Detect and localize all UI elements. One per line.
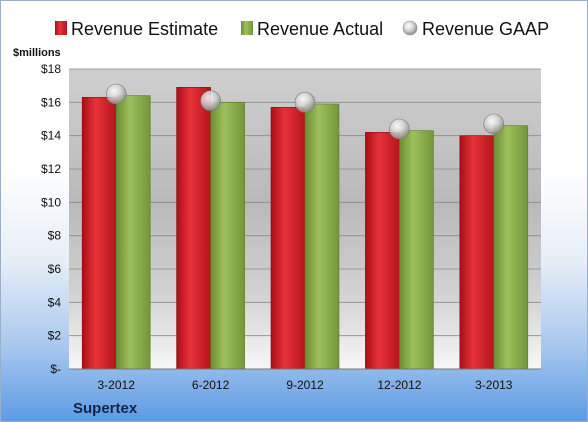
- y-tick-label: $-: [50, 362, 61, 376]
- actual-bar: [399, 130, 434, 370]
- gaap-marker: [200, 90, 221, 111]
- legend-label-estimate: Revenue Estimate: [71, 19, 218, 39]
- actual-bar: [304, 103, 340, 370]
- y-tick-label: $14: [41, 129, 61, 143]
- x-tick-label: 3-2013: [475, 378, 513, 392]
- y-tick-label: $12: [41, 162, 61, 176]
- estimate-bar: [270, 107, 306, 370]
- y-tick-label: $6: [48, 262, 62, 276]
- x-axis-tick-labels: 3-2012 6-2012 9-2012 12-2012 3-2013: [98, 378, 513, 392]
- legend-label-actual: Revenue Actual: [257, 19, 383, 39]
- company-name: Supertex: [73, 400, 138, 417]
- estimate-bar: [176, 87, 211, 370]
- legend-label-gaap: Revenue GAAP: [422, 19, 549, 39]
- y-tick-label: $4: [48, 295, 62, 309]
- y-tick-label: $16: [41, 95, 61, 109]
- actual-bar: [493, 125, 529, 370]
- unit-label: $millions: [13, 47, 61, 59]
- legend-swatch-estimate: [55, 21, 67, 35]
- y-tick-label: $18: [41, 62, 61, 76]
- gaap-markers: [105, 83, 505, 140]
- estimate-bar: [81, 97, 117, 370]
- actual-bar: [115, 95, 151, 370]
- y-tick-label: $10: [41, 195, 61, 209]
- x-tick-label: 9-2012: [286, 378, 324, 392]
- gaap-marker: [105, 83, 127, 105]
- gaap-marker: [483, 113, 505, 135]
- legend-swatch-gaap: [402, 20, 418, 36]
- x-tick-label: 6-2012: [192, 378, 230, 392]
- legend: Revenue Estimate Revenue Actual Revenue …: [55, 19, 549, 39]
- y-tick-label: $2: [48, 329, 62, 343]
- bars: [81, 87, 529, 370]
- y-axis-tick-labels: $- $2 $4 $6 $8 $10 $12 $14 $16 $18: [41, 62, 61, 376]
- x-tick-label: 3-2012: [98, 378, 136, 392]
- estimate-bar: [365, 132, 400, 370]
- x-tick-label: 12-2012: [377, 378, 421, 392]
- y-tick-label: $8: [48, 229, 62, 243]
- gaap-marker: [294, 92, 316, 113]
- estimate-bar: [459, 135, 495, 370]
- actual-bar: [210, 102, 245, 370]
- legend-swatch-actual: [241, 21, 253, 35]
- gaap-marker: [389, 118, 410, 140]
